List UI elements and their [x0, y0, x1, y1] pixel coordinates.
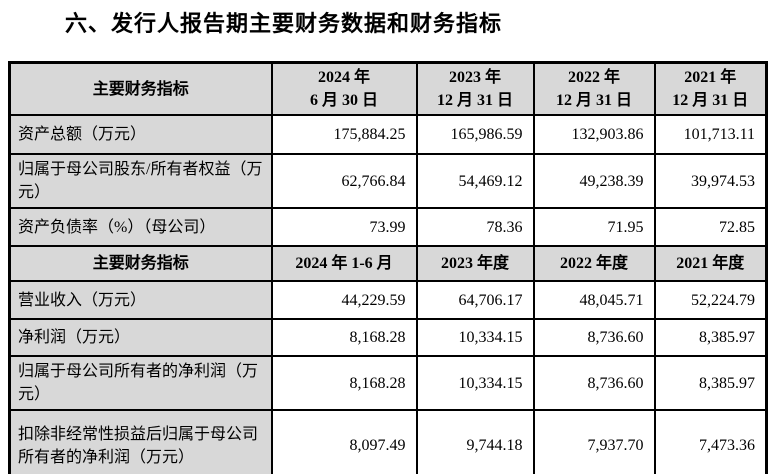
- table-row-debt-ratio: 资产负债率（%）（母公司） 73.99 78.36 71.95 72.85: [8, 207, 768, 247]
- balance-header-col-2024-06-30: 2024 年 6 月 30 日: [270, 61, 418, 116]
- section-title: 六、发行人报告期主要财务数据和财务指标: [65, 11, 503, 36]
- table-row-parent-net-profit: 归属于母公司所有者的净利润（万元） 8,168.28 10,334.15 8,7…: [8, 355, 768, 411]
- cell-value: 132,903.86: [532, 114, 656, 155]
- cell-value: 10,334.15: [415, 355, 535, 411]
- income-header-row: 主要财务指标 2024 年 1-6 月 2023 年度 2022 年度 2021…: [8, 245, 768, 282]
- row-label: 营业收入（万元）: [8, 280, 273, 320]
- cell-value: 48,045.71: [532, 280, 656, 320]
- cell-value: 175,884.25: [270, 114, 418, 155]
- cell-value: 10,334.15: [415, 318, 535, 357]
- cell-value: 165,986.59: [415, 114, 535, 155]
- cell-value: 8,385.97: [653, 318, 768, 357]
- income-header-col-2022: 2022 年度: [532, 245, 656, 282]
- cell-value: 54,469.12: [415, 153, 535, 209]
- income-header-col-2024-h1: 2024 年 1-6 月: [270, 245, 418, 282]
- cell-value: 8,385.97: [653, 355, 768, 411]
- table-row-revenue: 营业收入（万元） 44,229.59 64,706.17 48,045.71 5…: [8, 280, 768, 320]
- cell-value: 8,168.28: [270, 318, 418, 357]
- row-label: 归属于母公司股东/所有者权益（万元）: [8, 153, 273, 209]
- table-row-parent-equity: 归属于母公司股东/所有者权益（万元） 62,766.84 54,469.12 4…: [8, 153, 768, 209]
- financial-table: 主要财务指标 2024 年 6 月 30 日 2023 年 12 月 31 日 …: [8, 61, 768, 474]
- cell-value: 44,229.59: [270, 280, 418, 320]
- cell-value: 9,744.18: [415, 409, 535, 474]
- cell-value: 78.36: [415, 207, 535, 247]
- balance-header-indicator-label: 主要财务指标: [8, 61, 273, 116]
- cell-value: 64,706.17: [415, 280, 535, 320]
- cell-value: 7,473.36: [653, 409, 768, 474]
- cell-value: 62,766.84: [270, 153, 418, 209]
- income-header-col-2021: 2021 年度: [653, 245, 768, 282]
- cell-value: 71.95: [532, 207, 656, 247]
- cell-value: 8,736.60: [532, 355, 656, 411]
- row-label: 归属于母公司所有者的净利润（万元）: [8, 355, 273, 411]
- table-row-net-profit: 净利润（万元） 8,168.28 10,334.15 8,736.60 8,38…: [8, 318, 768, 357]
- cell-value: 72.85: [653, 207, 768, 247]
- income-header-col-2023: 2023 年度: [415, 245, 535, 282]
- cell-value: 8,097.49: [270, 409, 418, 474]
- cell-value: 101,713.11: [653, 114, 768, 155]
- cell-value: 49,238.39: [532, 153, 656, 209]
- table-row-total-assets: 资产总额（万元） 175,884.25 165,986.59 132,903.8…: [8, 114, 768, 155]
- row-label: 扣除非经常性损益后归属于母公司所有者的净利润（万元）: [8, 409, 273, 474]
- balance-header-col-2022-12-31: 2022 年 12 月 31 日: [532, 61, 656, 116]
- income-header-indicator-label: 主要财务指标: [8, 245, 273, 282]
- row-label: 资产负债率（%）（母公司）: [8, 207, 273, 247]
- balance-header-col-2021-12-31: 2021 年 12 月 31 日: [653, 61, 768, 116]
- row-label: 资产总额（万元）: [8, 114, 273, 155]
- cell-value: 73.99: [270, 207, 418, 247]
- table-row-deducted-net-profit: 扣除非经常性损益后归属于母公司所有者的净利润（万元） 8,097.49 9,74…: [8, 409, 768, 474]
- balance-header-col-2023-12-31: 2023 年 12 月 31 日: [415, 61, 535, 116]
- cell-value: 7,937.70: [532, 409, 656, 474]
- balance-header-row: 主要财务指标 2024 年 6 月 30 日 2023 年 12 月 31 日 …: [8, 61, 768, 116]
- row-label: 净利润（万元）: [8, 318, 273, 357]
- cell-value: 8,736.60: [532, 318, 656, 357]
- cell-value: 52,224.79: [653, 280, 768, 320]
- cell-value: 8,168.28: [270, 355, 418, 411]
- cell-value: 39,974.53: [653, 153, 768, 209]
